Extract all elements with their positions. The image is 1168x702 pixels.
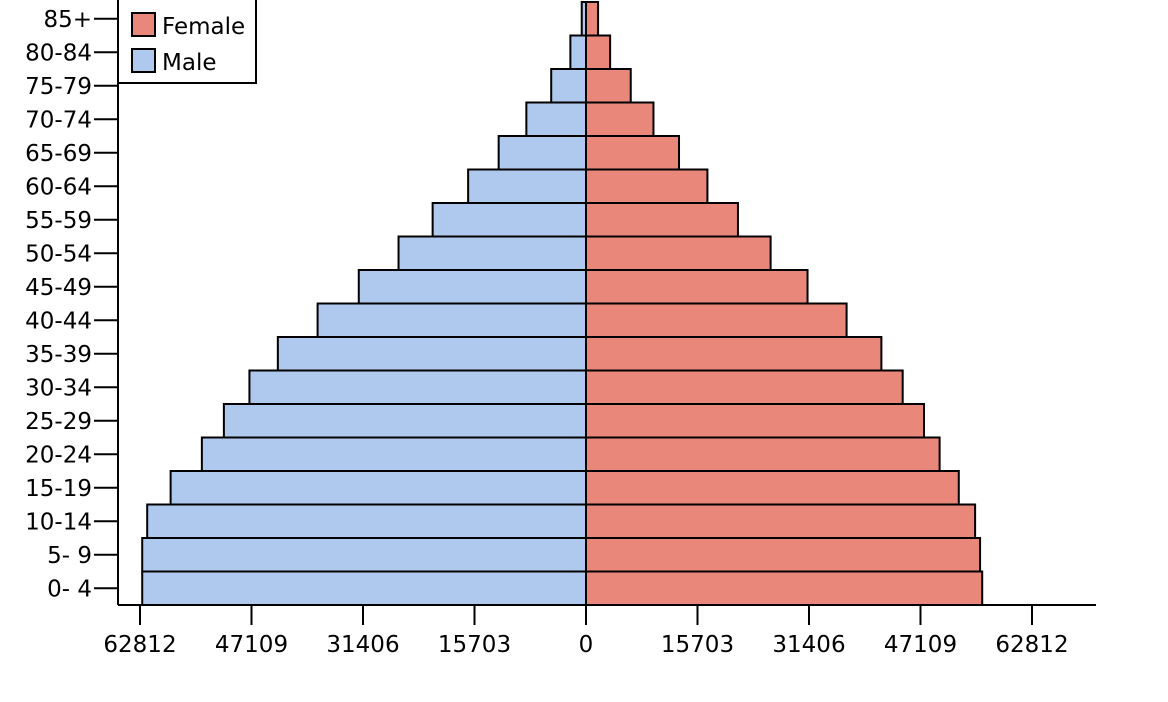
bar-male-45-49 (357, 269, 587, 305)
y-tick-label: 10-14 (25, 509, 92, 535)
y-tick-label: 20-24 (25, 442, 92, 468)
x-tick-label: 15703 (438, 632, 511, 658)
bar-male-55-59 (431, 202, 587, 238)
x-tick-label: 62812 (995, 632, 1068, 658)
y-tick-label: 30-34 (25, 375, 92, 401)
x-tick-label: 15703 (661, 632, 734, 658)
bar-male-60-64 (467, 168, 587, 204)
y-tick-label: 60-64 (25, 174, 92, 200)
bar-male-20-24 (200, 436, 588, 472)
y-tick-label: 5- 9 (47, 543, 92, 569)
axes-group: 0- 4 5- 9 10-14 15-19 20-24 25-29 30-34 35-39 40… (25, 0, 1096, 658)
bar-female-30-34 (585, 369, 904, 405)
x-tick-label: 31406 (772, 632, 845, 658)
bar-male-30-34 (248, 369, 587, 405)
bar-female-70-74 (585, 101, 655, 137)
bar-male-35-39 (276, 336, 587, 372)
bar-male-25-29 (222, 403, 588, 439)
y-tick-label: 70-74 (25, 107, 92, 133)
y-tick-label: 85+ (43, 7, 92, 33)
bar-male-50-54 (397, 235, 587, 271)
bar-female-15-19 (585, 470, 960, 506)
bar-male-15-19 (169, 470, 587, 506)
x-tick-label: 31406 (326, 632, 399, 658)
y-tick-label: 40-44 (25, 308, 92, 334)
bar-male-5-9 (141, 537, 588, 573)
legend-swatch-female (131, 12, 156, 37)
bar-female-50-54 (585, 235, 772, 271)
bar-female-65-69 (585, 135, 681, 171)
bar-male-70-74 (525, 101, 587, 137)
bar-female-40-44 (585, 302, 848, 338)
bar-male-0-4 (141, 570, 588, 606)
bar-female-60-64 (585, 168, 709, 204)
y-tick-label: 80-84 (25, 40, 92, 66)
bar-male-10-14 (146, 503, 587, 539)
y-tick-label: 35-39 (25, 342, 92, 368)
bar-male-75-79 (550, 68, 587, 104)
x-tick-label: 47109 (215, 632, 288, 658)
bar-male-80-84 (569, 34, 588, 70)
x-tick-label: 62812 (103, 632, 176, 658)
bar-female-75-79 (585, 68, 632, 104)
x-tick-label: 0 (579, 632, 594, 658)
legend-swatch-male (131, 48, 156, 73)
bar-male-40-44 (316, 302, 587, 338)
y-tick-label: 25-29 (25, 409, 92, 435)
legend-label-male: Male (162, 50, 216, 76)
legend-label-female: Female (162, 14, 245, 40)
bar-female-25-29 (585, 403, 925, 439)
legend: Female Male (117, 0, 257, 84)
bar-female-5-9 (585, 537, 982, 573)
y-tick-label: 55-59 (25, 208, 92, 234)
bar-female-0-4 (585, 570, 984, 606)
y-tick-label: 50-54 (25, 241, 92, 267)
bar-female-35-39 (585, 336, 883, 372)
bar-male-65-69 (497, 135, 587, 171)
y-tick-label: 15-19 (25, 476, 92, 502)
bar-female-20-24 (585, 436, 941, 472)
y-tick-label: 45-49 (25, 275, 92, 301)
bar-female-85plus (585, 1, 600, 37)
y-tick-label: 65-69 (25, 141, 92, 167)
bar-female-10-14 (585, 503, 977, 539)
x-tick-label: 47109 (884, 632, 957, 658)
y-tick-label: 0- 4 (47, 576, 92, 602)
y-tick-label: 75-79 (25, 74, 92, 100)
bar-female-45-49 (585, 269, 809, 305)
bars-group (141, 1, 984, 606)
bar-female-80-84 (585, 34, 612, 70)
bar-female-55-59 (585, 202, 739, 238)
